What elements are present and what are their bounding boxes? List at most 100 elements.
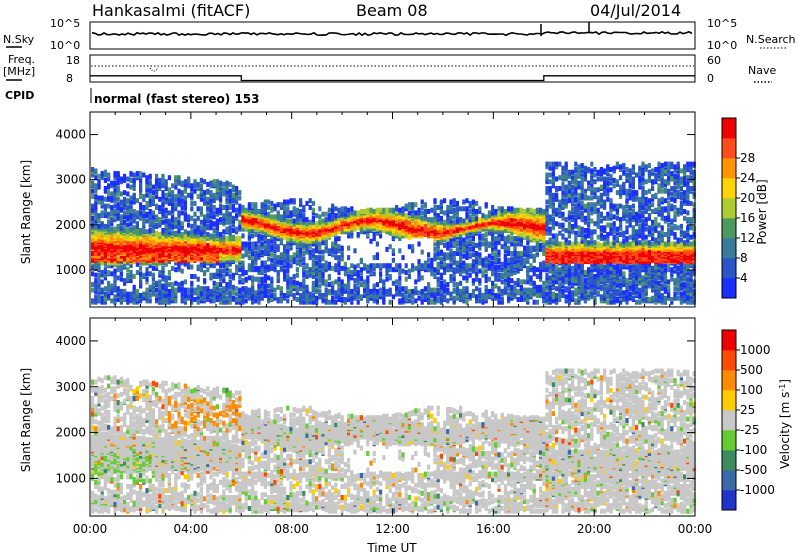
- data-cell: [126, 176, 130, 182]
- data-cell: [299, 215, 303, 221]
- data-cell: [158, 298, 162, 304]
- data-cell: [148, 228, 152, 233]
- data-cell: [97, 251, 101, 256]
- data-cell: [420, 299, 424, 305]
- data-cell: [455, 282, 459, 288]
- data-cell: [379, 291, 383, 297]
- data-cell: [225, 271, 229, 277]
- data-cell: [231, 244, 235, 250]
- data-cell: [283, 214, 287, 220]
- data-cell: [292, 206, 296, 212]
- data-cell: [129, 272, 133, 278]
- data-cell: [286, 260, 290, 266]
- data-cell: [529, 263, 533, 269]
- data-cell: [129, 226, 133, 232]
- data-cell: [455, 218, 459, 224]
- data-cell: [94, 221, 98, 227]
- data-cell: [235, 256, 239, 262]
- data-cell: [123, 177, 127, 183]
- data-cell: [481, 241, 485, 247]
- data-cell: [228, 248, 232, 254]
- data-cell: [167, 291, 171, 297]
- data-cell: [420, 230, 424, 236]
- data-cell: [231, 207, 235, 213]
- data-cell: [487, 210, 491, 216]
- data-cell: [97, 259, 101, 265]
- data-cell: [385, 288, 389, 294]
- data-cell: [379, 225, 383, 231]
- data-cell: [273, 234, 277, 240]
- data-cell: [132, 293, 136, 298]
- data-cell: [372, 209, 376, 214]
- data-cell: [283, 202, 287, 208]
- data-cell: [103, 286, 107, 292]
- data-cell: [199, 206, 203, 212]
- data-cell: [123, 190, 127, 196]
- data-cell: [254, 276, 258, 282]
- data-cell: [126, 267, 130, 273]
- data-cell: [97, 261, 101, 267]
- data-cell: [327, 213, 331, 219]
- data-cell: [174, 180, 178, 186]
- data-cell: [375, 298, 379, 304]
- data-cell: [366, 232, 370, 237]
- data-cell: [302, 278, 306, 284]
- data-cell: [251, 255, 255, 261]
- data-cell: [209, 190, 213, 196]
- data-cell: [494, 209, 498, 214]
- data-cell: [107, 190, 111, 196]
- data-cell: [270, 234, 274, 240]
- data-cell: [113, 260, 117, 266]
- data-cell: [148, 219, 152, 225]
- data-cell: [180, 180, 184, 186]
- data-cell: [148, 253, 152, 259]
- data-cell: [331, 222, 335, 228]
- data-cell: [315, 270, 319, 275]
- data-cell: [542, 260, 546, 266]
- data-cell: [331, 287, 335, 293]
- data-cell: [305, 242, 309, 248]
- data-cell: [193, 233, 197, 239]
- data-cell: [519, 284, 523, 290]
- data-cell: [174, 219, 178, 225]
- data-cell: [449, 257, 453, 263]
- data-cell: [180, 221, 184, 227]
- data-cell: [327, 299, 331, 305]
- data-cell: [532, 265, 536, 271]
- data-cell: [91, 180, 95, 186]
- data-cell: [295, 272, 299, 278]
- data-cell: [407, 288, 411, 294]
- data-cell: [385, 225, 389, 231]
- data-cell: [302, 283, 306, 289]
- data-cell: [113, 226, 117, 232]
- data-cell: [455, 260, 459, 266]
- noise-tick-left-top: 10^5: [50, 17, 80, 30]
- data-cell: [356, 290, 360, 296]
- data-cell: [145, 279, 149, 285]
- data-cell: [295, 222, 299, 228]
- data-cell: [167, 288, 171, 294]
- data-cell: [334, 263, 338, 269]
- data-cell: [286, 263, 290, 269]
- data-cell: [110, 229, 114, 235]
- data-cell: [199, 291, 203, 297]
- data-cell: [97, 287, 101, 293]
- data-cell: [334, 294, 338, 300]
- data-cell: [276, 270, 280, 275]
- data-cell: [225, 236, 229, 242]
- data-cell: [171, 291, 175, 297]
- data-cell: [190, 191, 194, 197]
- data-cell: [164, 230, 168, 236]
- data-cell: [113, 217, 117, 223]
- data-cell: [129, 298, 133, 304]
- data-cell: [430, 207, 434, 213]
- data-cell: [449, 267, 453, 273]
- data-cell: [187, 222, 191, 228]
- data-cell: [481, 270, 485, 275]
- data-cell: [126, 291, 130, 297]
- data-cell: [311, 215, 315, 221]
- data-cell: [247, 249, 251, 255]
- data-cell: [273, 203, 277, 209]
- data-cell: [295, 297, 299, 302]
